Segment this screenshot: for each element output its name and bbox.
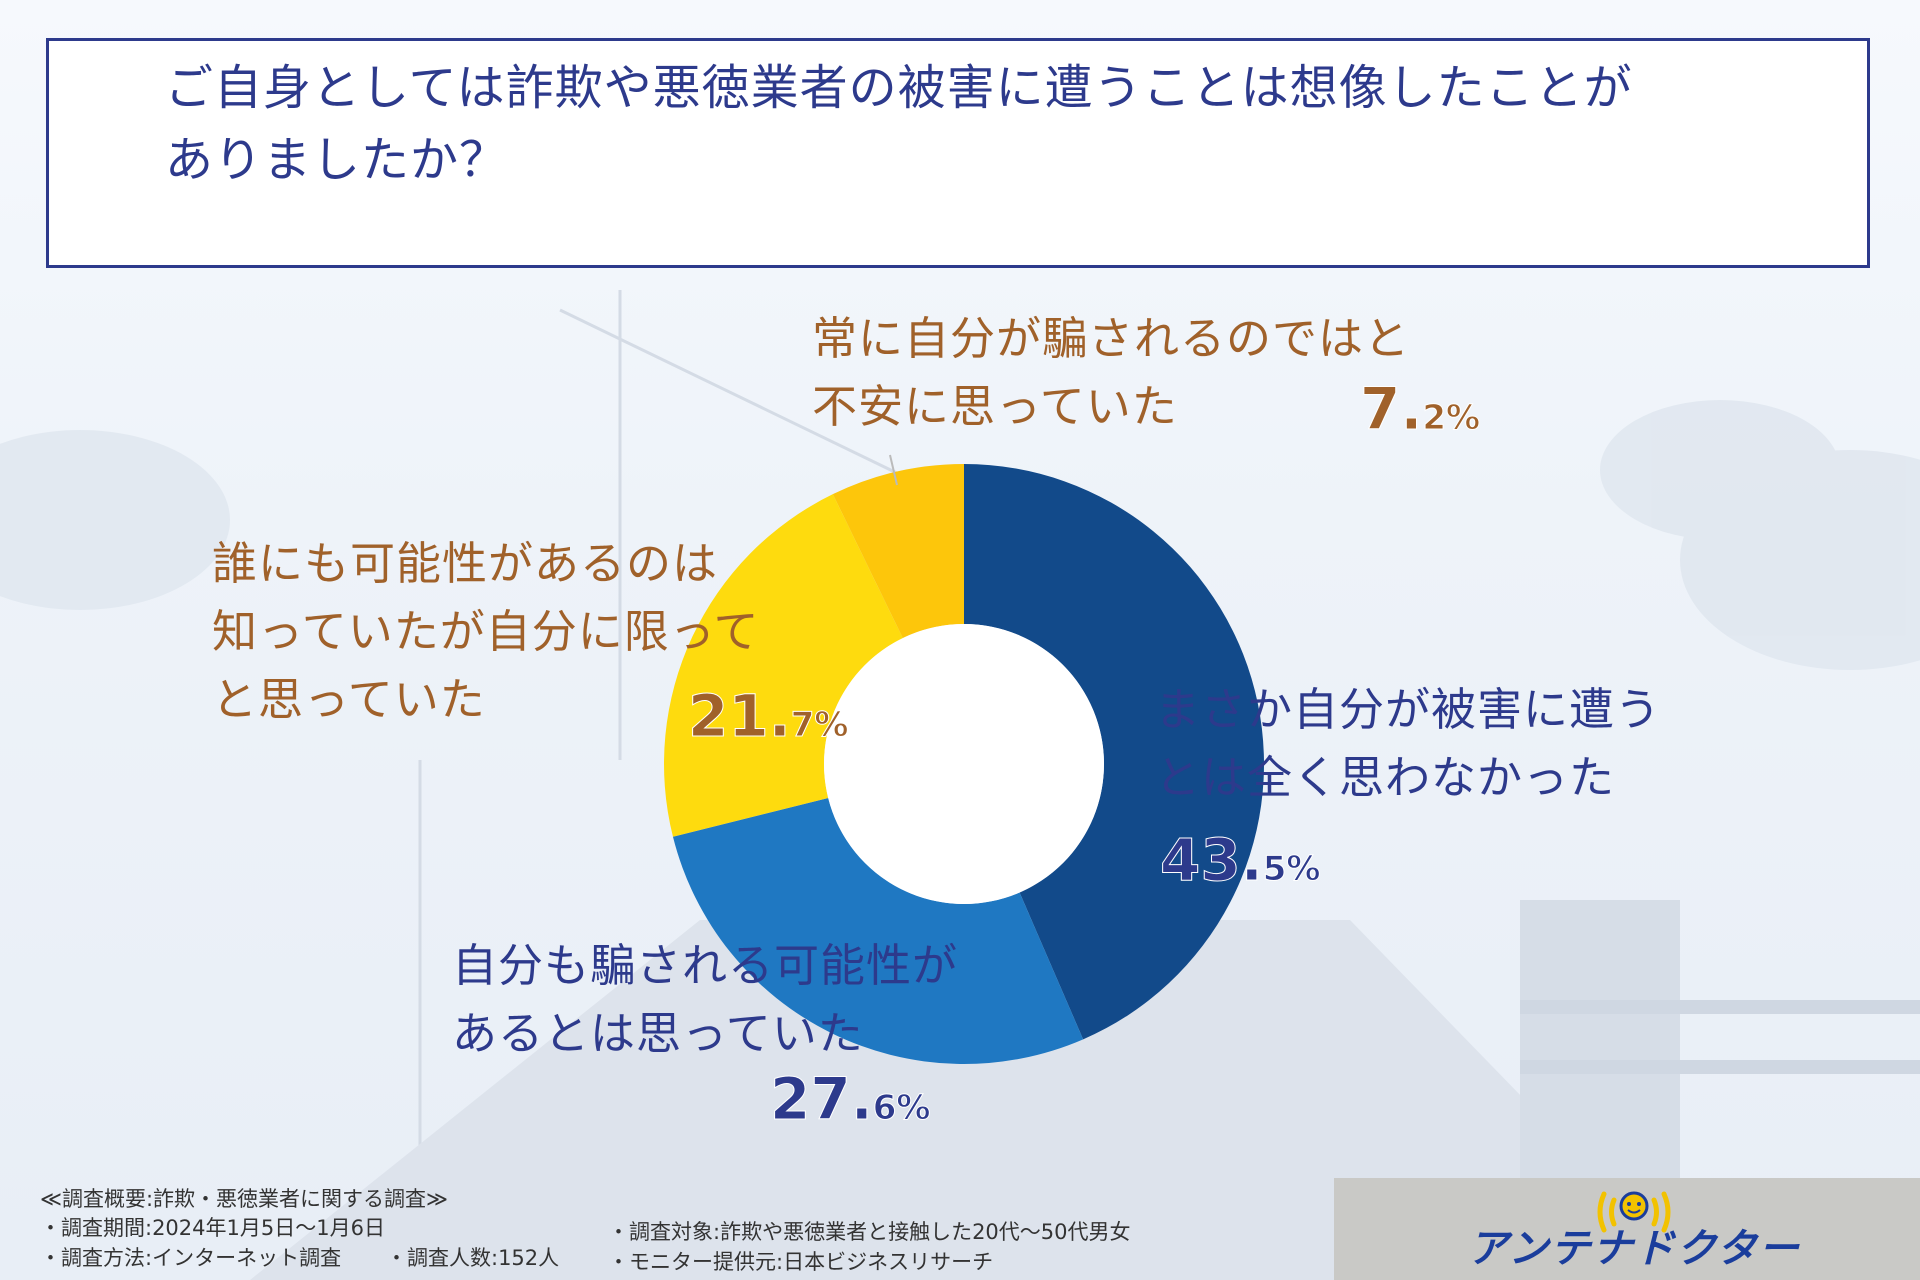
label-never-thought-line-2: とは全く思わなかった (1155, 751, 1616, 804)
leader-line (889, 454, 898, 486)
percent-thought-possible: 27.6% (770, 1065, 931, 1134)
question-box (46, 38, 1870, 268)
antenna-mascot-icon (1597, 1191, 1671, 1233)
percent-never-thought: 43.5% (1160, 826, 1321, 895)
question-line-1: ご自身としては詐欺や悪徳業者の被害に遭うことは想像したことが (165, 60, 1633, 116)
survey-count: ・調査人数:152人 (386, 1246, 560, 1270)
label-thought-possible-line-2: あるとは思っていた (452, 1007, 864, 1060)
label-not-me-line-3: と思っていた (212, 673, 486, 726)
slice-never-thought (964, 464, 1265, 1040)
survey-target: ・調査対象:詐欺や悪徳業者と接触した20代～50代男女 (608, 1220, 1131, 1244)
label-not-me: 誰にも可能性があるのは 知っていたが自分に限って と思っていた (212, 530, 760, 734)
label-always-anxious-line-2: 不安に思っていた (812, 380, 1178, 433)
slice-not-me (664, 494, 903, 837)
label-not-me-line-1: 誰にも可能性があるのは (212, 537, 719, 590)
slice-always-anxious (832, 464, 964, 639)
label-never-thought: まさか自分が被害に遭う とは全く思わなかった (1155, 676, 1661, 812)
label-not-me-line-2: 知っていたが自分に限って (212, 605, 760, 658)
survey-provider: ・モニター提供元:日本ビジネスリサーチ (608, 1250, 994, 1274)
percent-not-me: 21.7% (688, 682, 849, 751)
logo-text: アンテナドクター (1468, 1226, 1801, 1272)
question-line-2: ありましたか？ (165, 132, 509, 188)
donut-hole (824, 624, 1104, 904)
slice-thought-possible (672, 797, 1084, 1065)
survey-period: ・調査期間:2024年1月5日～1月6日 (40, 1216, 385, 1240)
label-thought-possible-line-1: 自分も騙される可能性が (452, 939, 959, 992)
label-never-thought-line-1: まさか自分が被害に遭う (1155, 683, 1662, 736)
antenna-doctor-logo: アンテナドクター (1334, 1178, 1920, 1280)
percent-always-anxious: 7.2% (1359, 375, 1481, 444)
label-always-anxious-line-1: 常に自分が騙されるのではと (812, 312, 1411, 365)
survey-title: ≪調査概要:詐欺・悪徳業者に関する調査≫ (40, 1187, 449, 1211)
label-thought-possible: 自分も騙される可能性が あるとは思っていた (452, 932, 958, 1068)
survey-method: ・調査方法:インターネット調査 (40, 1246, 342, 1270)
question-text: ご自身としては詐欺や悪徳業者の被害に遭うことは想像したことが ありましたか？ (165, 52, 1665, 196)
label-always-anxious: 常に自分が騙されるのではと 不安に思っていた (812, 305, 1410, 441)
